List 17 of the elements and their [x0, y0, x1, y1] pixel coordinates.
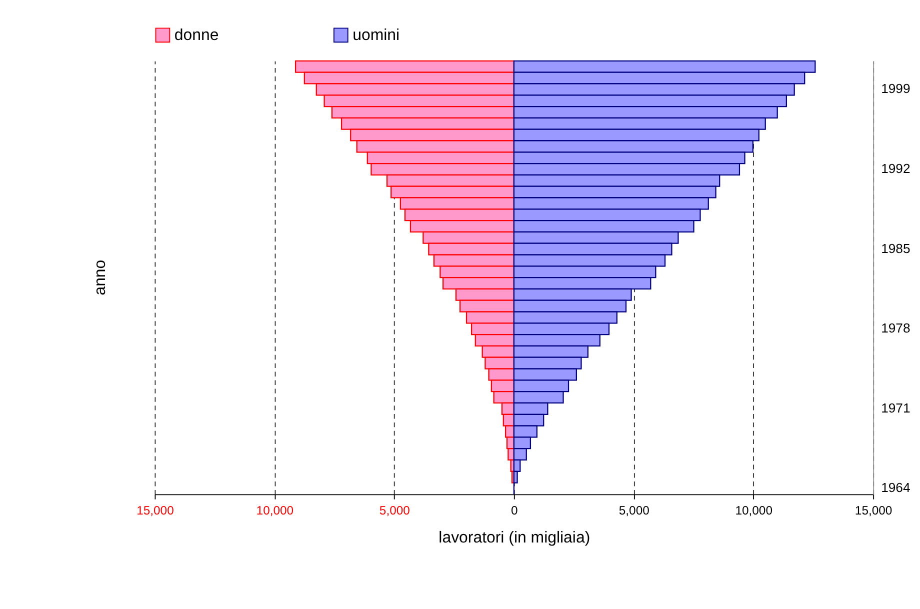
legend-label: donne: [174, 26, 219, 44]
y-tick-label: 1992: [881, 160, 910, 176]
x-tick-label: 5,000: [618, 503, 650, 518]
legend-label: uomini: [352, 26, 400, 44]
y-axis-title: anno: [92, 260, 110, 296]
x-tick-label: 5,000: [379, 503, 410, 518]
x-tick-label: 15,000: [854, 503, 892, 518]
y-tick-label: 1978: [881, 320, 910, 336]
x-axis-title: lavoratori (in migliaia): [438, 529, 590, 546]
x-tick-label: 10,000: [256, 503, 294, 518]
y-tick-label: 1999: [881, 81, 910, 96]
y-tick-label: 1971: [881, 400, 910, 416]
y-tick-label: 1985: [881, 240, 910, 256]
y-tick-label: 1964: [881, 480, 910, 496]
x-tick-label: 10,000: [735, 503, 773, 518]
x-tick-label: 0: [511, 503, 518, 518]
x-tick-label: 15,000: [136, 503, 174, 518]
